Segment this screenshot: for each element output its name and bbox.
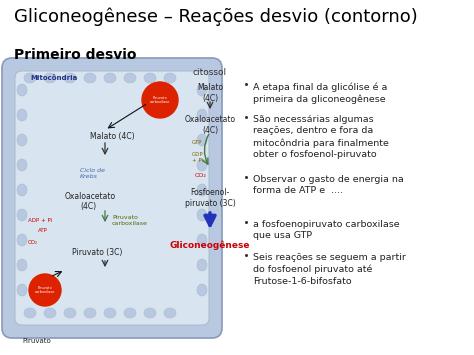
Ellipse shape	[17, 184, 27, 196]
Text: Oxaloacetato: Oxaloacetato	[65, 192, 116, 201]
Text: São necessárias algumas
reações, dentro e fora da
mitocôndria para finalmente
ob: São necessárias algumas reações, dentro …	[253, 115, 389, 159]
FancyBboxPatch shape	[2, 58, 222, 338]
Ellipse shape	[84, 73, 96, 83]
Ellipse shape	[197, 259, 207, 271]
Text: Mitocôndria: Mitocôndria	[30, 75, 77, 81]
Ellipse shape	[144, 308, 156, 318]
Ellipse shape	[197, 234, 207, 246]
Circle shape	[142, 82, 178, 118]
Ellipse shape	[64, 308, 76, 318]
Text: CO₂: CO₂	[28, 240, 38, 245]
Text: Piruvato: Piruvato	[22, 338, 51, 344]
Text: Piruvato (3C): Piruvato (3C)	[72, 248, 122, 257]
Ellipse shape	[124, 73, 136, 83]
Ellipse shape	[17, 159, 27, 171]
Text: Malato (4C): Malato (4C)	[90, 132, 135, 141]
Ellipse shape	[197, 84, 207, 96]
Ellipse shape	[104, 73, 116, 83]
Text: Observar o gasto de energia na
forma de ATP e  ....: Observar o gasto de energia na forma de …	[253, 175, 404, 196]
Ellipse shape	[164, 308, 176, 318]
Text: Piruvato
carboxilase: Piruvato carboxilase	[35, 286, 55, 294]
Ellipse shape	[17, 259, 27, 271]
Ellipse shape	[44, 308, 56, 318]
Ellipse shape	[17, 284, 27, 296]
Ellipse shape	[197, 184, 207, 196]
Ellipse shape	[197, 284, 207, 296]
Ellipse shape	[197, 159, 207, 171]
Text: Gliconeogênese – Reações desvio (contorno): Gliconeogênese – Reações desvio (contorn…	[14, 8, 418, 27]
Text: GDP
+ Pi: GDP + Pi	[192, 152, 204, 163]
Ellipse shape	[17, 84, 27, 96]
Ellipse shape	[197, 109, 207, 121]
Text: Piruvato
carboxilase: Piruvato carboxilase	[112, 215, 148, 226]
Ellipse shape	[24, 308, 36, 318]
Text: Seis reações se seguem a partir
do fosfoenol piruvato até
Frutose-1-6-bifosfato: Seis reações se seguem a partir do fosfo…	[253, 253, 406, 285]
Ellipse shape	[197, 209, 207, 221]
Ellipse shape	[17, 209, 27, 221]
Ellipse shape	[24, 73, 36, 83]
Text: Gliconeogênese: Gliconeogênese	[170, 240, 250, 250]
Ellipse shape	[197, 134, 207, 146]
Ellipse shape	[17, 109, 27, 121]
Ellipse shape	[104, 308, 116, 318]
Text: a fosfoenopiruvato carboxilase
que usa GTP: a fosfoenopiruvato carboxilase que usa G…	[253, 220, 400, 240]
Text: A etapa final da glicólise é a
primeira da gliconeogênese: A etapa final da glicólise é a primeira …	[253, 82, 387, 104]
Text: ATP: ATP	[38, 228, 48, 233]
Text: Oxaloacetato
(4C): Oxaloacetato (4C)	[184, 115, 236, 135]
Text: Ciclo de
Krebs: Ciclo de Krebs	[80, 168, 105, 179]
Text: GTP: GTP	[192, 140, 202, 145]
Text: Fosfoenol-
piruvato (3C): Fosfoenol- piruvato (3C)	[185, 188, 236, 208]
Text: Piruvato
carboxilase: Piruvato carboxilase	[150, 96, 170, 104]
Text: citossol: citossol	[193, 68, 227, 77]
Ellipse shape	[124, 308, 136, 318]
Ellipse shape	[44, 73, 56, 83]
Text: Primeiro desvio: Primeiro desvio	[14, 48, 137, 62]
Ellipse shape	[17, 234, 27, 246]
Text: CO₂: CO₂	[195, 173, 207, 178]
FancyBboxPatch shape	[15, 71, 209, 325]
Ellipse shape	[64, 73, 76, 83]
Ellipse shape	[144, 73, 156, 83]
Text: (4C): (4C)	[80, 202, 96, 211]
Ellipse shape	[164, 73, 176, 83]
Text: ADP + Pi: ADP + Pi	[28, 218, 52, 223]
Circle shape	[29, 274, 61, 306]
Ellipse shape	[84, 308, 96, 318]
Text: Malato
(4C): Malato (4C)	[197, 83, 223, 103]
Ellipse shape	[17, 134, 27, 146]
